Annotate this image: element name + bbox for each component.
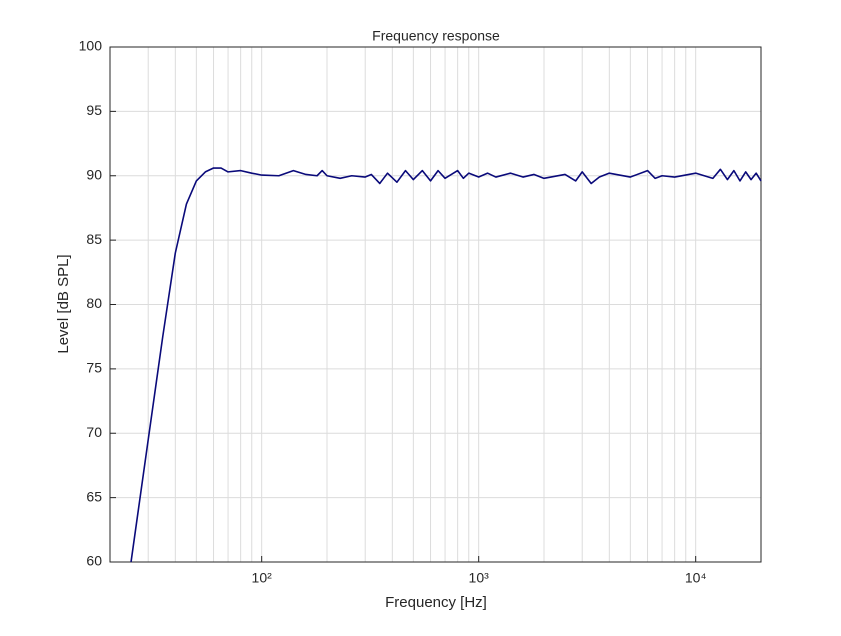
- y-tick-label: 60: [86, 553, 102, 569]
- y-tick-label: 70: [86, 424, 102, 440]
- y-tick-label: 65: [86, 488, 102, 504]
- y-axis-label: Level [dB SPL]: [55, 254, 72, 353]
- x-tick-label: 10²: [252, 570, 273, 586]
- y-tick-label: 90: [86, 166, 102, 182]
- chart-title: Frequency response: [372, 28, 500, 44]
- y-tick-label: 85: [86, 231, 102, 247]
- data-line: [130, 167, 762, 563]
- y-tick-label: 100: [79, 38, 103, 54]
- y-tick-label: 95: [86, 102, 102, 118]
- y-tick-label: 75: [86, 360, 102, 376]
- x-axis-label: Frequency [Hz]: [385, 594, 487, 611]
- plot-frame: [109, 46, 762, 563]
- x-tick-label: 10³: [469, 570, 490, 586]
- x-tick-label: 10⁴: [685, 570, 707, 586]
- y-tick-label: 80: [86, 295, 102, 311]
